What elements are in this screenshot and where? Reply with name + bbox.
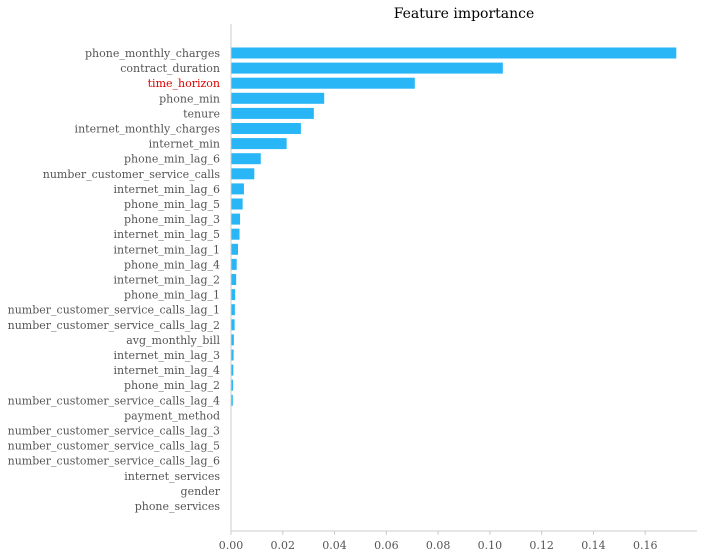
y-labels-group: phone_monthly_charges contract_durationti…	[8, 47, 221, 513]
x-tick-label-0.16: 0.16	[633, 539, 658, 552]
bar-number_customer_service_calls_lag_4	[231, 394, 233, 406]
bar-contract_duration	[231, 62, 503, 74]
bar-internet_min_lag_5	[231, 228, 240, 240]
bar-number_customer_service_calls_lag_1	[231, 304, 235, 316]
chart-title: Feature importance	[394, 6, 535, 22]
bar-internet_min_lag_6	[231, 183, 244, 195]
y-label-internet_monthly_charges: internet_monthly_charges	[75, 123, 221, 136]
y-label-internet_min: internet_min	[149, 138, 220, 151]
y-label-internet_services: internet_services	[124, 470, 220, 483]
y-label-payment_method: payment_method	[124, 409, 220, 422]
bar-number_customer_service_calls	[231, 168, 255, 180]
y-label-internet_min_lag_6: internet_min_lag_6	[114, 183, 220, 196]
x-tick-label-0.12: 0.12	[529, 539, 554, 552]
bar-internet_min_lag_4	[231, 364, 234, 376]
x-tick-label-0.10: 0.10	[478, 539, 503, 552]
x-tick-label-0.06: 0.06	[374, 539, 399, 552]
bar-time_horizon	[231, 77, 415, 89]
y-label-number_customer_service_calls: number_customer_service_calls	[43, 168, 221, 181]
y-label-contract_duration: contract_duration	[120, 62, 220, 75]
y-label-phone_min_lag_6: phone_min_lag_6	[124, 153, 220, 166]
y-label-gender: gender	[181, 485, 221, 498]
y-label-internet_min_lag_4: internet_min_lag_4	[114, 364, 220, 377]
y-label-number_customer_service_calls_lag_4: number_customer_service_calls_lag_4	[8, 394, 220, 407]
bar-phone_monthly_charges	[231, 47, 677, 59]
y-label-phone_min: phone_min	[159, 92, 220, 105]
bar-phone_min	[231, 92, 325, 104]
y-label-avg_monthly_bill: avg_monthly_bill	[126, 334, 220, 347]
bar-internet_min	[231, 138, 287, 150]
x-tick-label-0.00: 0.00	[219, 539, 244, 552]
y-label-time_horizon: time_horizon	[148, 77, 220, 90]
x-axis-group: 0.00 0.02 0.04 0.06 0.08 0.10 0.12 0.14 0.16	[219, 24, 697, 552]
bar-tenure	[231, 107, 314, 119]
y-label-phone_monthly_charges: phone_monthly_charges	[85, 47, 220, 60]
bar-phone_min_lag_6	[231, 153, 261, 165]
x-tick-label-0.14: 0.14	[581, 539, 606, 552]
x-tick-label-0.08: 0.08	[426, 539, 451, 552]
y-label-tenure: tenure	[183, 107, 220, 120]
bar-internet_min_lag_1	[231, 243, 238, 255]
y-label-phone_min_lag_5: phone_min_lag_5	[124, 198, 220, 211]
y-label-internet_min_lag_3: internet_min_lag_3	[114, 349, 220, 362]
bar-number_customer_service_calls_lag_2	[231, 319, 235, 331]
y-label-internet_min_lag_1: internet_min_lag_1	[114, 243, 220, 256]
y-label-number_customer_service_calls_lag_5: number_customer_service_calls_lag_5	[8, 440, 220, 453]
bar-internet_monthly_charges	[231, 123, 301, 134]
y-label-phone_min_lag_2: phone_min_lag_2	[124, 379, 220, 392]
y-label-number_customer_service_calls_lag_3: number_customer_service_calls_lag_3	[8, 425, 220, 438]
x-tick-label-0.04: 0.04	[322, 539, 347, 552]
x-tick-label-0.02: 0.02	[271, 539, 296, 552]
bar-internet_min_lag_2	[231, 274, 237, 285]
bar-internet_min_lag_3	[231, 349, 234, 361]
bar-phone_min_lag_2	[231, 379, 234, 391]
bar-phone_min_lag_4	[231, 258, 237, 270]
y-label-number_customer_service_calls_lag_1: number_customer_service_calls_lag_1	[8, 304, 220, 317]
bars-group	[231, 47, 677, 406]
bar-avg_monthly_bill	[231, 334, 234, 346]
y-label-internet_min_lag_5: internet_min_lag_5	[114, 228, 220, 241]
y-label-number_customer_service_calls_lag_6: number_customer_service_calls_lag_6	[8, 455, 220, 468]
bar-phone_min_lag_1	[231, 289, 236, 301]
y-label-phone_min_lag_4: phone_min_lag_4	[124, 258, 220, 271]
bar-phone_min_lag_5	[231, 198, 243, 210]
y-label-number_customer_service_calls_lag_2: number_customer_service_calls_lag_2	[8, 319, 220, 332]
y-label-phone_min_lag_1: phone_min_lag_1	[124, 289, 220, 302]
y-label-phone_services: phone_services	[135, 500, 221, 513]
bar-phone_min_lag_3	[231, 213, 241, 225]
y-label-phone_min_lag_3: phone_min_lag_3	[124, 213, 220, 226]
y-label-internet_min_lag_2: internet_min_lag_2	[114, 274, 220, 287]
